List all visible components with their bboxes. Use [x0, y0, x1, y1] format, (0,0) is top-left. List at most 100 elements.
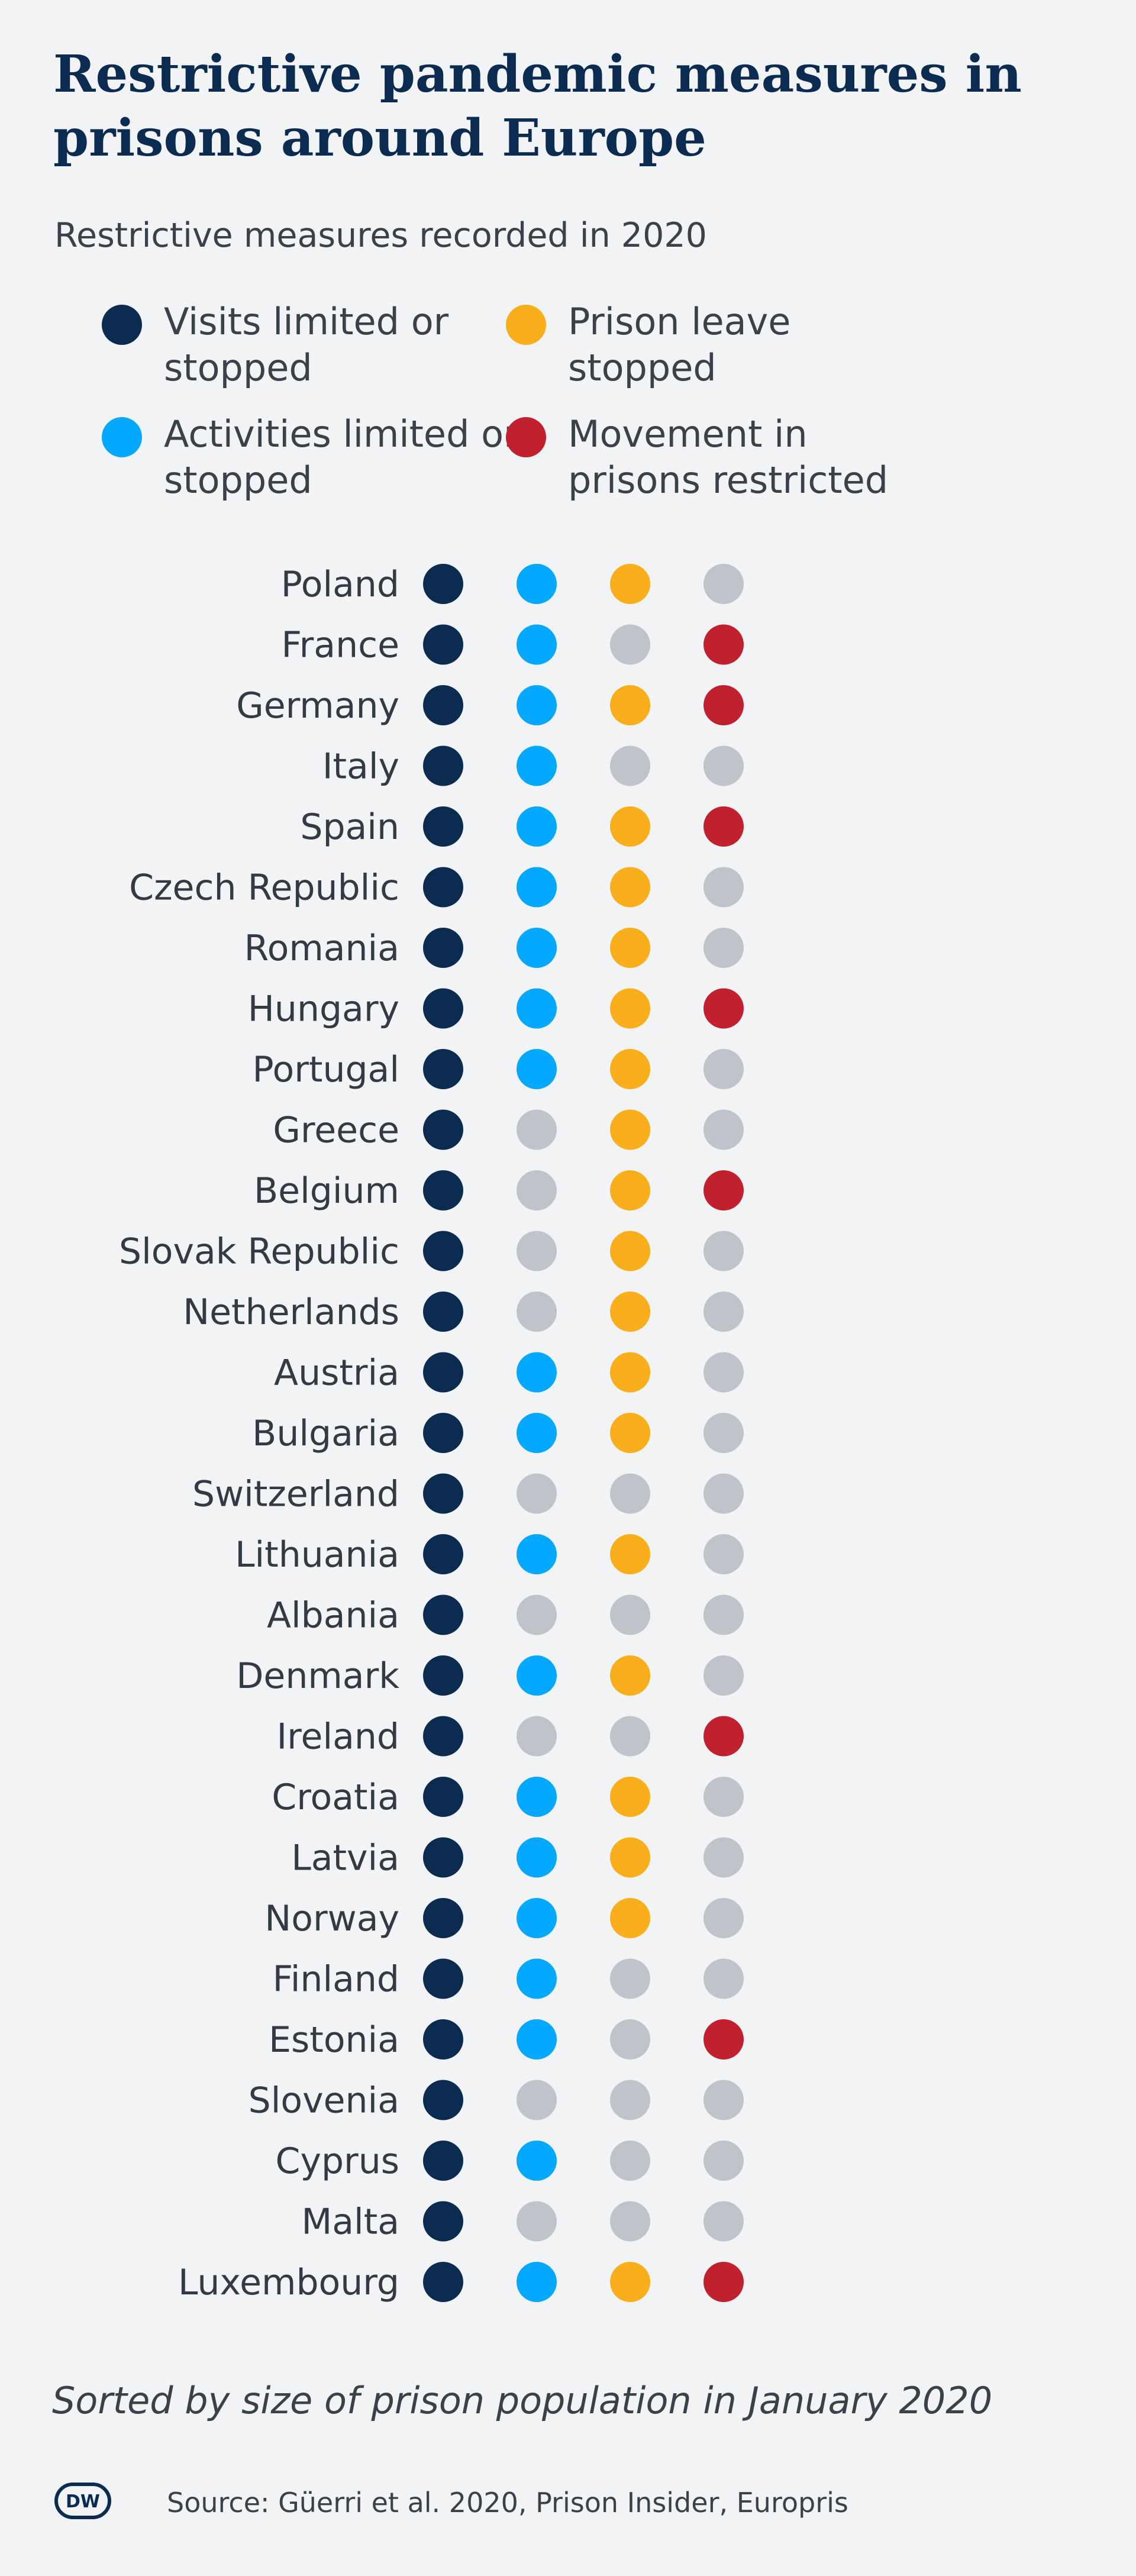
dot-poland-prison-leave [610, 564, 650, 604]
dot-denmark-visits [423, 1655, 463, 1696]
country-label-poland: Poland [281, 564, 399, 605]
dot-finland-activities [517, 1958, 557, 1999]
dot-cyprus-visits [423, 2141, 463, 2181]
country-label-italy: Italy [322, 746, 399, 787]
dot-bulgaria-activities [517, 1413, 557, 1453]
dot-norway-movement [703, 1898, 744, 1938]
legend-label-activities: Activities limited or stopped [164, 412, 519, 502]
dot-finland-visits [423, 1958, 463, 1999]
dot-lithuania-activities [517, 1534, 557, 1574]
table-row: Belgium [254, 1170, 744, 1212]
country-label-austria: Austria [274, 1352, 399, 1394]
dot-italy-movement [703, 745, 744, 786]
dot-belgium-movement [703, 1170, 744, 1210]
country-label-ireland: Ireland [276, 1716, 399, 1758]
table-row: Denmark [236, 1655, 744, 1697]
dot-ireland-activities [517, 1716, 557, 1757]
dot-netherlands-movement [703, 1292, 744, 1332]
dot-romania-prison-leave [610, 928, 650, 968]
legend-label-prison-leave: Prison leave stopped [568, 300, 791, 389]
dot-malta-visits [423, 2201, 463, 2242]
country-label-greece: Greece [273, 1110, 399, 1151]
country-label-belgium: Belgium [254, 1170, 399, 1212]
dot-estonia-movement [703, 2019, 744, 2059]
dot-slovenia-prison-leave [610, 2080, 650, 2120]
table-row: Poland [281, 564, 744, 605]
table-row: Hungary [248, 988, 744, 1030]
country-label-czech-republic: Czech Republic [129, 867, 399, 909]
dot-latvia-visits [423, 1837, 463, 1878]
dot-hungary-visits [423, 988, 463, 1029]
dot-finland-movement [703, 1958, 744, 1999]
dot-luxembourg-activities [517, 2262, 557, 2302]
dot-portugal-activities [517, 1049, 557, 1089]
table-row: Slovak Republic [119, 1231, 744, 1273]
dot-norway-activities [517, 1898, 557, 1938]
dot-austria-prison-leave [610, 1352, 650, 1393]
table-row: Luxembourg [178, 2262, 744, 2303]
dot-france-movement [703, 624, 744, 665]
dot-lithuania-movement [703, 1534, 744, 1574]
table-row: Czech Republic [129, 867, 744, 909]
dot-romania-visits [423, 928, 463, 968]
dot-ireland-visits [423, 1716, 463, 1757]
country-label-switzerland: Switzerland [192, 1474, 399, 1515]
dot-hungary-movement [703, 988, 744, 1029]
dot-germany-visits [423, 685, 463, 725]
dot-france-activities [517, 624, 557, 665]
dot-cyprus-activities [517, 2141, 557, 2181]
dot-italy-visits [423, 745, 463, 786]
dot-finland-prison-leave [610, 1958, 650, 1999]
dot-latvia-prison-leave [610, 1837, 650, 1878]
legend-dot-visits [102, 305, 142, 345]
country-label-netherlands: Netherlands [183, 1292, 399, 1333]
dot-slovak-republic-visits [423, 1231, 463, 1271]
table-row: Finland [273, 1958, 744, 2000]
dot-slovenia-activities [517, 2080, 557, 2120]
country-label-cyprus: Cyprus [276, 2141, 399, 2182]
dot-croatia-movement [703, 1777, 744, 1817]
dot-bulgaria-prison-leave [610, 1413, 650, 1453]
legend-dot-prison-leave [506, 305, 546, 345]
dot-croatia-activities [517, 1777, 557, 1817]
dot-greece-activities [517, 1109, 557, 1150]
dot-portugal-visits [423, 1049, 463, 1089]
dot-czech-republic-visits [423, 867, 463, 908]
table-row: Switzerland [192, 1473, 744, 1515]
dot-poland-movement [703, 564, 744, 604]
country-label-luxembourg: Luxembourg [178, 2262, 399, 2303]
country-label-slovenia: Slovenia [248, 2080, 399, 2122]
dw-logo: DW [54, 2483, 111, 2519]
dot-poland-activities [517, 564, 557, 604]
country-label-malta: Malta [302, 2201, 400, 2243]
dot-lithuania-prison-leave [610, 1534, 650, 1574]
dot-luxembourg-visits [423, 2262, 463, 2302]
dot-malta-prison-leave [610, 2201, 650, 2242]
table-row: Lithuania [235, 1534, 744, 1576]
dot-greece-visits [423, 1109, 463, 1150]
dot-estonia-prison-leave [610, 2019, 650, 2059]
dot-romania-activities [517, 928, 557, 968]
dot-switzerland-activities [517, 1473, 557, 1514]
dot-portugal-prison-leave [610, 1049, 650, 1089]
country-label-portugal: Portugal [253, 1049, 400, 1090]
table-row: Ireland [276, 1716, 744, 1758]
dot-ireland-prison-leave [610, 1716, 650, 1757]
table-row: Cyprus [276, 2141, 744, 2182]
dot-estonia-activities [517, 2019, 557, 2059]
dot-slovak-republic-prison-leave [610, 1231, 650, 1271]
dot-belgium-visits [423, 1170, 463, 1210]
dot-austria-movement [703, 1352, 744, 1393]
country-label-romania: Romania [244, 928, 399, 969]
country-label-lithuania: Lithuania [235, 1534, 399, 1576]
country-label-croatia: Croatia [272, 1777, 399, 1818]
dot-hungary-activities [517, 988, 557, 1029]
table-row: Slovenia [248, 2080, 744, 2122]
table-row: Italy [322, 745, 744, 787]
dot-matrix-chart: Poland France Germany Italy Spain Czech Repub… [119, 564, 744, 2303]
dot-germany-movement [703, 685, 744, 725]
dot-latvia-movement [703, 1837, 744, 1878]
country-label-latvia: Latvia [291, 1838, 399, 1879]
dot-norway-visits [423, 1898, 463, 1938]
country-label-norway: Norway [264, 1898, 399, 1939]
